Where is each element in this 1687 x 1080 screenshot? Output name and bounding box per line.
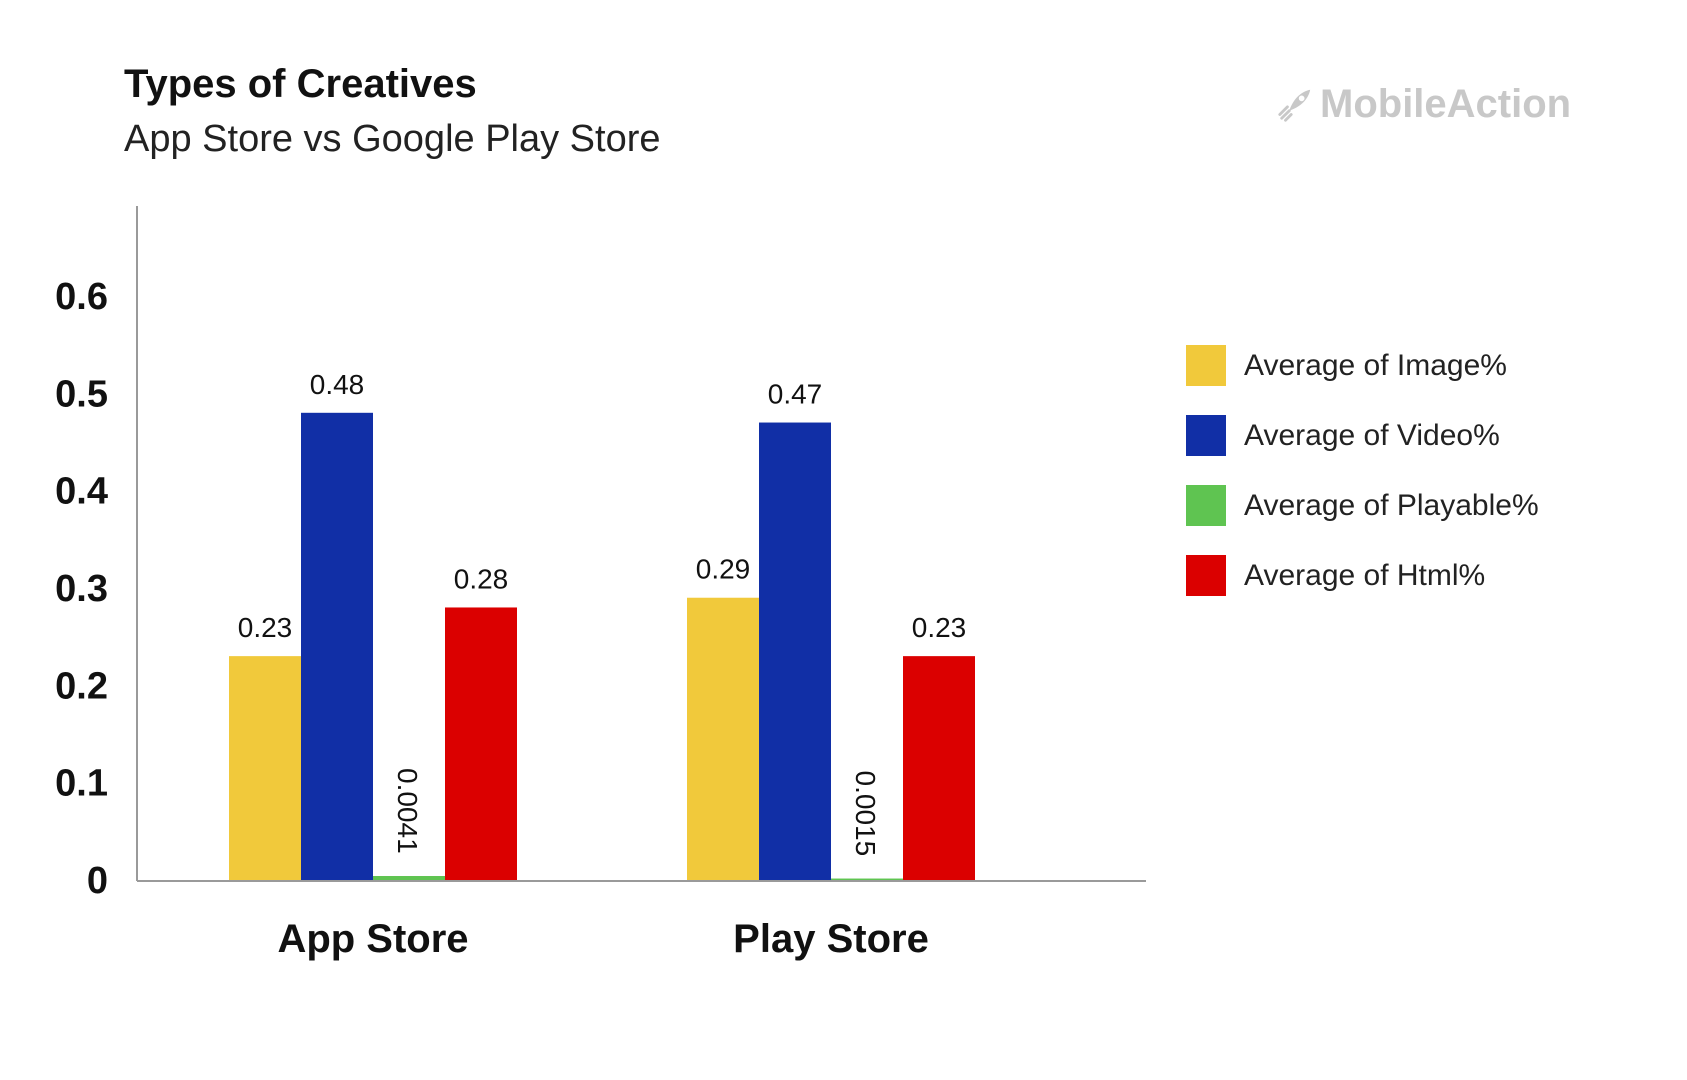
bar (831, 878, 903, 880)
legend-swatch (1186, 555, 1226, 596)
bar (759, 422, 831, 880)
legend-item: Average of Html% (1186, 555, 1539, 596)
y-tick-label: 0.3 (55, 568, 108, 610)
chart-legend: Average of Image% Average of Video% Averag… (1186, 345, 1539, 596)
data-label: 0.29 (696, 554, 751, 585)
bar (301, 412, 373, 880)
legend-label: Average of Playable% (1244, 488, 1539, 522)
rocket-icon (1278, 89, 1311, 122)
data-label: 0.28 (454, 563, 509, 594)
brand-name: MobileAction (1320, 82, 1572, 126)
bars-group (229, 412, 975, 880)
chart-subtitle: App Store vs Google Play Store (124, 118, 661, 160)
y-tick-label: 0.1 (55, 763, 108, 805)
data-label: 0.23 (238, 612, 293, 643)
legend-swatch (1186, 345, 1226, 386)
data-labels: 0.23 0.48 0.0041 0.28 0.29 0.47 0.0015 0.23 (238, 369, 967, 856)
x-tick-label: App Store (277, 917, 468, 961)
data-label: 0.0041 (392, 768, 423, 854)
y-tick-label: 0.2 (55, 665, 108, 707)
x-tick-label: Play Store (733, 917, 929, 961)
data-label: 0.48 (310, 369, 365, 400)
legend-item: Average of Video% (1186, 415, 1539, 456)
chart-axes (136, 206, 1146, 882)
data-label: 0.0015 (850, 771, 881, 857)
bar (229, 656, 301, 880)
bar (445, 607, 517, 880)
data-label: 0.23 (912, 612, 967, 643)
legend-swatch (1186, 415, 1226, 456)
x-axis-ticks: App Store Play Store (277, 917, 928, 961)
legend-label: Average of Image% (1244, 348, 1507, 382)
data-label: 0.47 (768, 379, 823, 410)
y-tick-label: 0.4 (55, 471, 108, 513)
chart-title: Types of Creatives (124, 62, 477, 106)
y-tick-label: 0 (87, 860, 108, 902)
bar (903, 656, 975, 880)
bar (687, 597, 759, 880)
legend-item: Average of Playable% (1186, 485, 1539, 526)
y-tick-label: 0.6 (55, 276, 108, 318)
legend-swatch (1186, 485, 1226, 526)
legend-item: Average of Image% (1186, 345, 1539, 386)
brand-logo: MobileAction (1276, 82, 1571, 127)
legend-label: Average of Video% (1244, 418, 1500, 452)
y-tick-label: 0.5 (55, 373, 108, 415)
y-axis-ticks: 0 0.1 0.2 0.3 0.4 0.5 0.6 (55, 276, 108, 902)
bar (373, 876, 445, 880)
legend-label: Average of Html% (1244, 558, 1486, 592)
